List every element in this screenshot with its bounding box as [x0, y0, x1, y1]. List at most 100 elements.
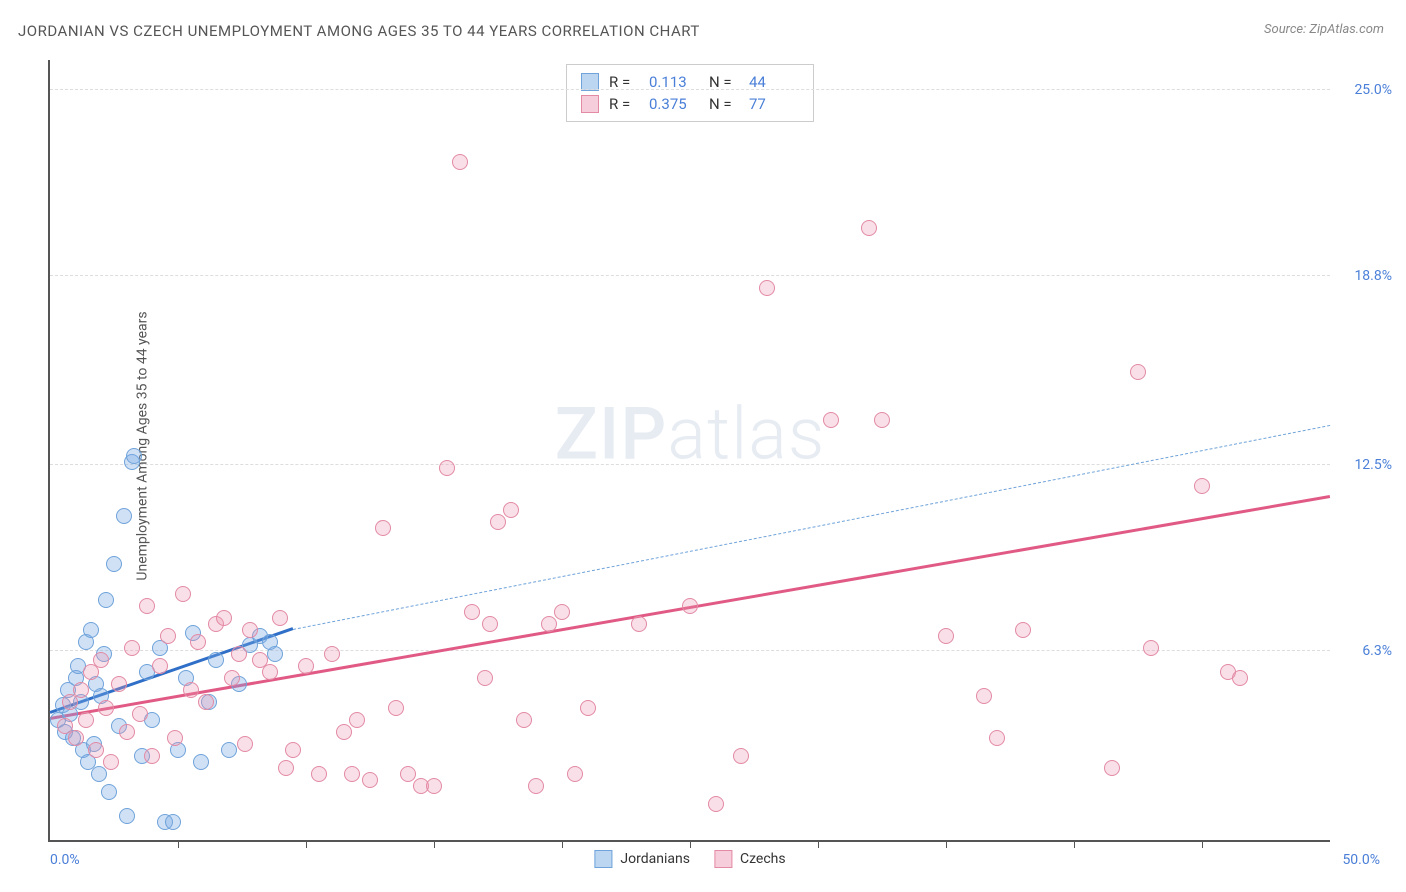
legend-label-jordanians: Jordanians	[620, 851, 690, 867]
data-point	[119, 808, 135, 824]
data-point	[349, 712, 365, 728]
data-point	[167, 730, 183, 746]
correlation-legend: R = 0.113 N = 44 R = 0.375 N = 77	[566, 64, 814, 122]
gridline	[50, 464, 1330, 465]
trend-line	[293, 425, 1330, 630]
x-min-label: 0.0%	[50, 852, 80, 868]
data-point	[126, 448, 142, 464]
data-point	[272, 610, 288, 626]
data-point	[426, 778, 442, 794]
n-value-czechs: 77	[749, 95, 799, 113]
data-point	[1130, 364, 1146, 380]
data-point	[464, 604, 480, 620]
data-point	[152, 658, 168, 674]
data-point	[88, 742, 104, 758]
data-point	[175, 586, 191, 602]
plot-area: ZIPatlas R = 0.113 N = 44 R = 0.375 N = …	[48, 60, 1330, 842]
data-point	[103, 754, 119, 770]
data-point	[708, 796, 724, 812]
data-point	[124, 640, 140, 656]
swatch-jordanians	[594, 850, 612, 868]
data-point	[580, 700, 596, 716]
data-point	[139, 598, 155, 614]
data-point	[267, 646, 283, 662]
series-legend: Jordanians Czechs	[594, 850, 785, 868]
gridline	[50, 275, 1330, 276]
legend-item-czechs: Czechs	[714, 850, 786, 868]
data-point	[861, 220, 877, 236]
data-point	[298, 658, 314, 674]
data-point	[119, 724, 135, 740]
data-point	[1194, 478, 1210, 494]
data-point	[111, 676, 127, 692]
swatch-czechs	[581, 95, 599, 113]
data-point	[68, 730, 84, 746]
data-point	[311, 766, 327, 782]
x-tick	[1074, 840, 1075, 848]
x-tick	[690, 840, 691, 848]
y-tick-label: 18.8%	[1354, 268, 1392, 284]
chart-container: JORDANIAN VS CZECH UNEMPLOYMENT AMONG AG…	[0, 0, 1406, 892]
data-point	[503, 502, 519, 518]
data-point	[1232, 670, 1248, 686]
data-point	[116, 508, 132, 524]
x-tick	[946, 840, 947, 848]
data-point	[516, 712, 532, 728]
data-point	[375, 520, 391, 536]
data-point	[93, 652, 109, 668]
data-point	[477, 670, 493, 686]
data-point	[106, 556, 122, 572]
data-point	[976, 688, 992, 704]
x-tick	[1202, 840, 1203, 848]
data-point	[631, 616, 647, 632]
data-point	[208, 652, 224, 668]
data-point	[554, 604, 570, 620]
data-point	[344, 766, 360, 782]
data-point	[336, 724, 352, 740]
y-tick-label: 6.3%	[1362, 643, 1392, 659]
data-point	[1015, 622, 1031, 638]
data-point	[759, 280, 775, 296]
data-point	[165, 814, 181, 830]
data-point	[198, 694, 214, 710]
data-point	[144, 748, 160, 764]
data-point	[221, 742, 237, 758]
y-tick-label: 25.0%	[1354, 82, 1392, 98]
data-point	[567, 766, 583, 782]
data-point	[439, 460, 455, 476]
data-point	[224, 670, 240, 686]
data-point	[78, 712, 94, 728]
x-max-label: 50.0%	[1342, 852, 1380, 868]
legend-label-czechs: Czechs	[740, 851, 786, 867]
x-tick	[562, 840, 563, 848]
data-point	[938, 628, 954, 644]
x-tick	[818, 840, 819, 848]
data-point	[1104, 760, 1120, 776]
data-point	[823, 412, 839, 428]
data-point	[262, 664, 278, 680]
y-tick-label: 12.5%	[1354, 457, 1392, 473]
r-value-czechs: 0.375	[649, 95, 699, 113]
data-point	[490, 514, 506, 530]
data-point	[91, 766, 107, 782]
data-point	[682, 598, 698, 614]
data-point	[452, 154, 468, 170]
data-point	[73, 682, 89, 698]
x-tick	[434, 840, 435, 848]
data-point	[83, 622, 99, 638]
x-tick	[306, 840, 307, 848]
data-point	[1143, 640, 1159, 656]
data-point	[874, 412, 890, 428]
chart-title: JORDANIAN VS CZECH UNEMPLOYMENT AMONG AG…	[18, 22, 700, 40]
data-point	[190, 634, 206, 650]
data-point	[101, 784, 117, 800]
data-point	[132, 706, 148, 722]
gridline	[50, 89, 1330, 90]
data-point	[528, 778, 544, 794]
data-point	[285, 742, 301, 758]
data-point	[183, 682, 199, 698]
data-point	[388, 700, 404, 716]
data-point	[482, 616, 498, 632]
data-point	[160, 628, 176, 644]
data-point	[324, 646, 340, 662]
